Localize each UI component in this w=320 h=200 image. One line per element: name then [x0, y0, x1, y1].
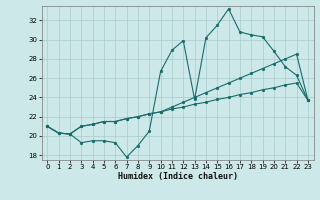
- X-axis label: Humidex (Indice chaleur): Humidex (Indice chaleur): [118, 172, 237, 181]
